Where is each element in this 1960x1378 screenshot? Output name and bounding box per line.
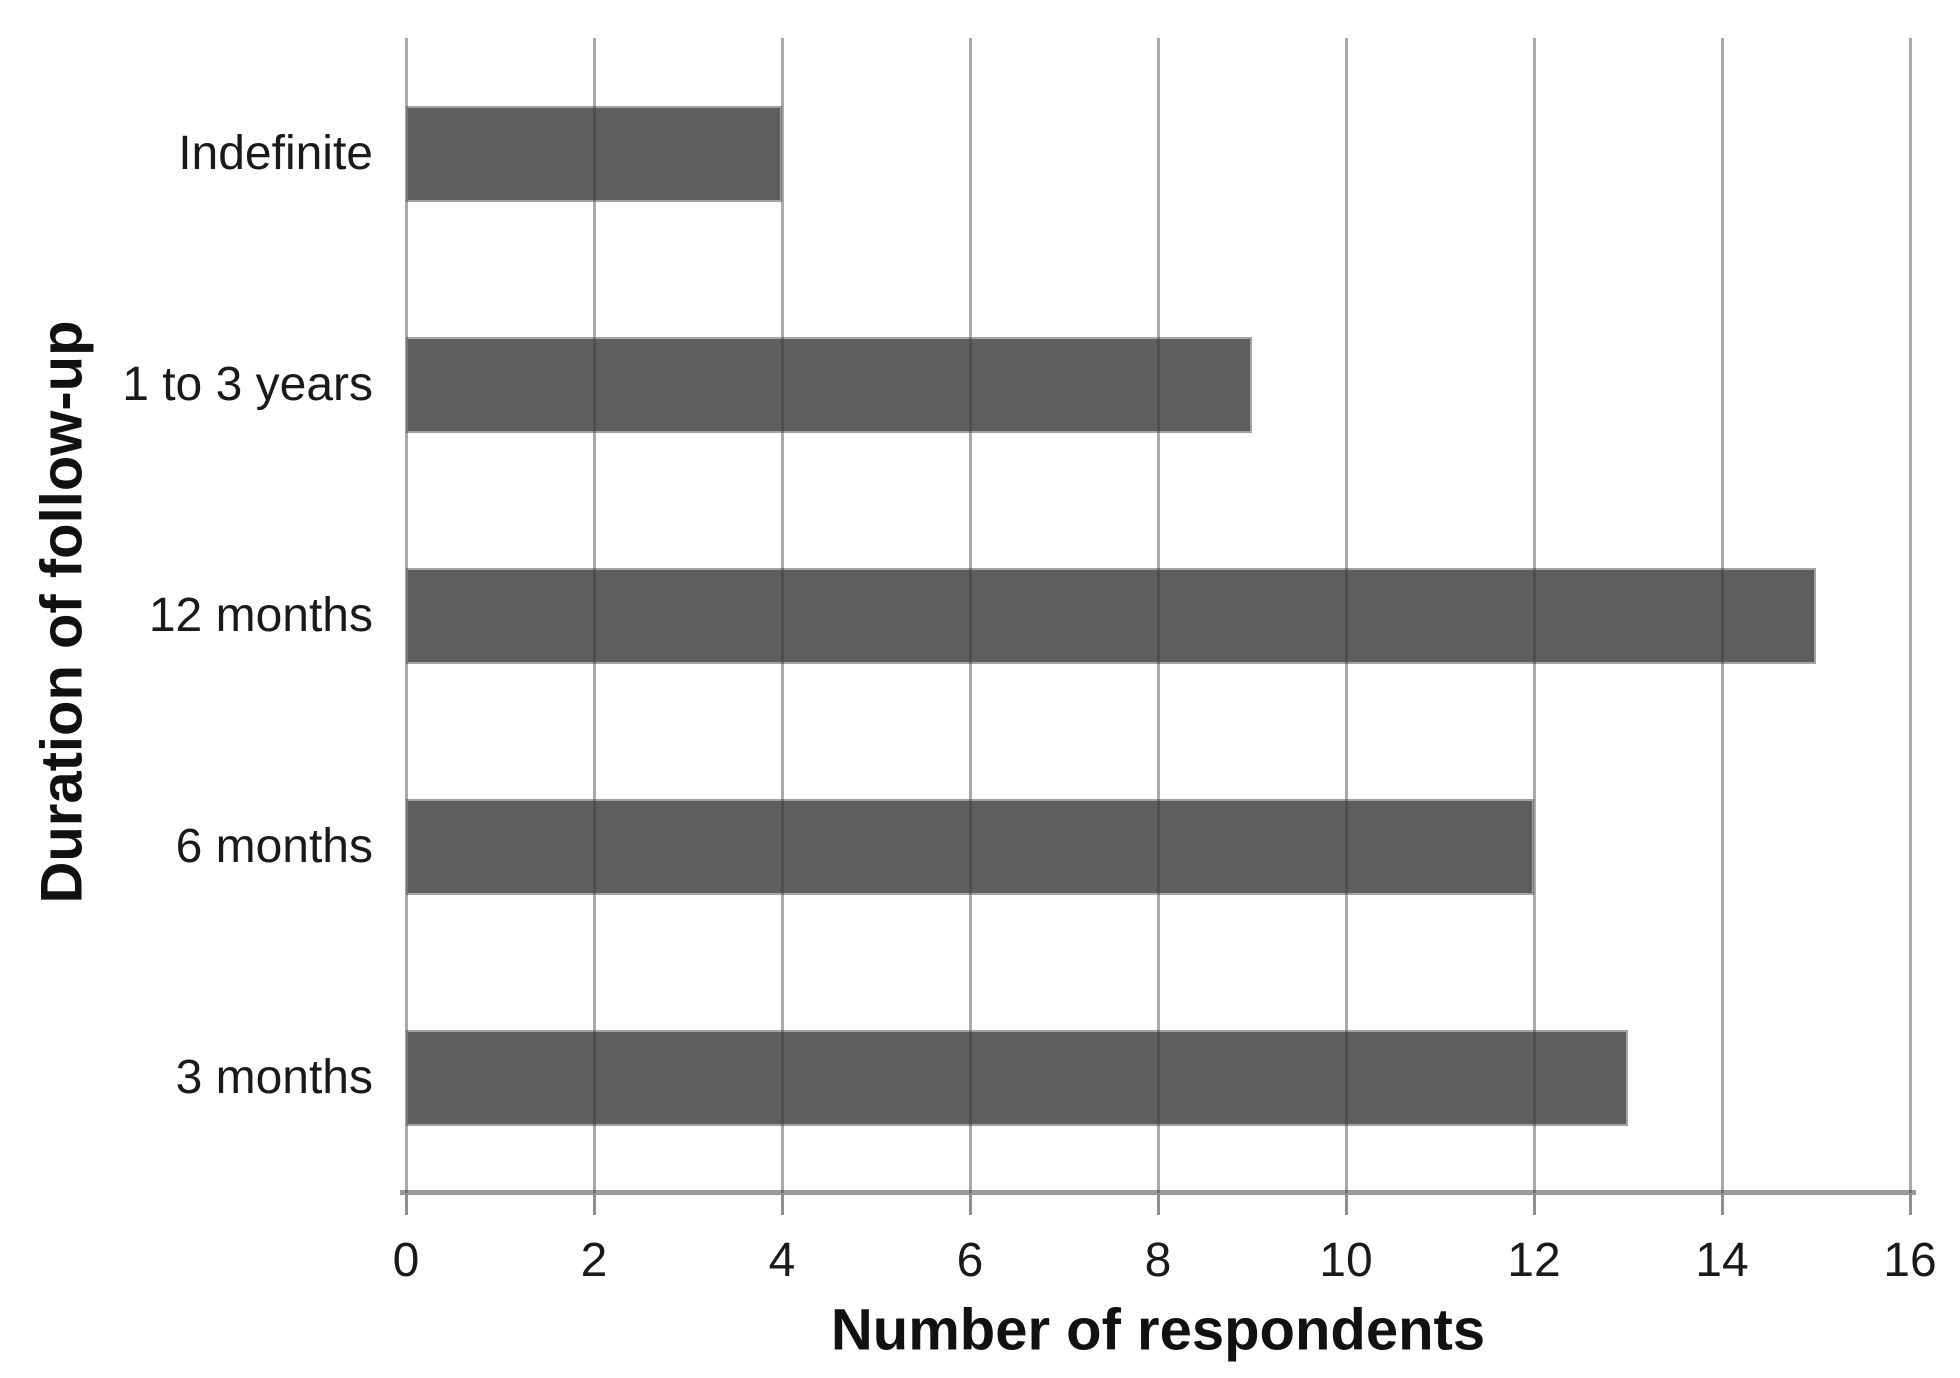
x-tick-2 [592,1193,596,1215]
x-tick-label: 14 [1695,1234,1749,1287]
x-tick-label: 6 [956,1234,984,1287]
y-tick-label: 3 months [175,1050,373,1104]
gridline-2 [592,38,596,1193]
x-tick-label: 0 [392,1234,420,1287]
y-tick-label: 6 months [175,819,373,873]
y-axis-title: Duration of follow-up [29,320,95,904]
gridline-16 [1908,38,1912,1193]
bar-indefinite [406,105,782,202]
gridline-10 [1344,38,1348,1193]
x-tick-12 [1532,1193,1536,1215]
y-tick-label: 1 to 3 years [122,357,373,411]
y-tick-label: 12 months [148,588,373,642]
x-tick-6 [968,1193,972,1215]
x-tick-10 [1344,1193,1348,1215]
x-tick-label: 2 [580,1234,608,1287]
y-tick-label: Indefinite [178,126,373,180]
gridline-6 [968,38,972,1193]
gridline-12 [1532,38,1536,1193]
bar-1-to-3-years [406,336,1252,433]
x-tick-14 [1720,1193,1724,1215]
x-tick-label: 4 [768,1234,796,1287]
gridline-14 [1720,38,1724,1193]
bar-12-months [406,567,1816,664]
bar-3-months [406,1029,1628,1126]
x-axis-line [400,1190,1916,1195]
x-tick-8 [1156,1193,1160,1215]
x-tick-0 [404,1193,408,1215]
x-axis-title: Number of respondents [830,1297,1486,1363]
x-tick-4 [780,1193,784,1215]
x-tick-label: 8 [1144,1234,1172,1287]
x-tick-label: 10 [1319,1234,1373,1287]
x-tick-label: 16 [1883,1234,1937,1287]
x-tick-label: 12 [1507,1234,1561,1287]
gridline-8 [1156,38,1160,1193]
bar-6-months [406,798,1534,895]
gridline-4 [780,38,784,1193]
gridline-0 [404,38,408,1193]
x-tick-16 [1908,1193,1912,1215]
